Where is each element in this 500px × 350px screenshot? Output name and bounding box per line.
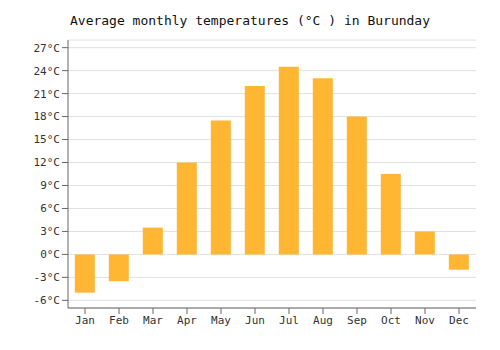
svg-text:24°C: 24°C (34, 65, 61, 78)
svg-text:18°C: 18°C (34, 110, 61, 123)
svg-text:27°C: 27°C (34, 42, 61, 55)
svg-text:Sep: Sep (347, 314, 367, 327)
svg-text:Mar: Mar (143, 314, 163, 327)
svg-text:Oct: Oct (381, 314, 401, 327)
svg-text:Jun: Jun (245, 314, 265, 327)
svg-text:21°C: 21°C (34, 88, 61, 101)
svg-text:9°C: 9°C (40, 179, 60, 192)
svg-text:Feb: Feb (109, 314, 129, 327)
svg-text:-6°C: -6°C (34, 294, 61, 307)
svg-text:Jul: Jul (279, 314, 299, 327)
svg-text:Jan: Jan (75, 314, 95, 327)
svg-text:Apr: Apr (177, 314, 197, 327)
svg-text:May: May (211, 314, 231, 327)
svg-text:Nov: Nov (415, 314, 435, 327)
svg-text:-3°C: -3°C (34, 271, 61, 284)
svg-text:15°C: 15°C (34, 133, 61, 146)
svg-text:Aug: Aug (313, 314, 333, 327)
html-text:Average monthly temperatures (: Average monthly temperatures (°C ) in Bu… (70, 13, 430, 28)
svg-text:3°C: 3°C (40, 225, 60, 238)
svg-text:0°C: 0°C (40, 248, 60, 261)
svg-text:Dec: Dec (449, 314, 469, 327)
svg-text:6°C: 6°C (40, 202, 60, 215)
svg-text:12°C: 12°C (34, 156, 61, 169)
